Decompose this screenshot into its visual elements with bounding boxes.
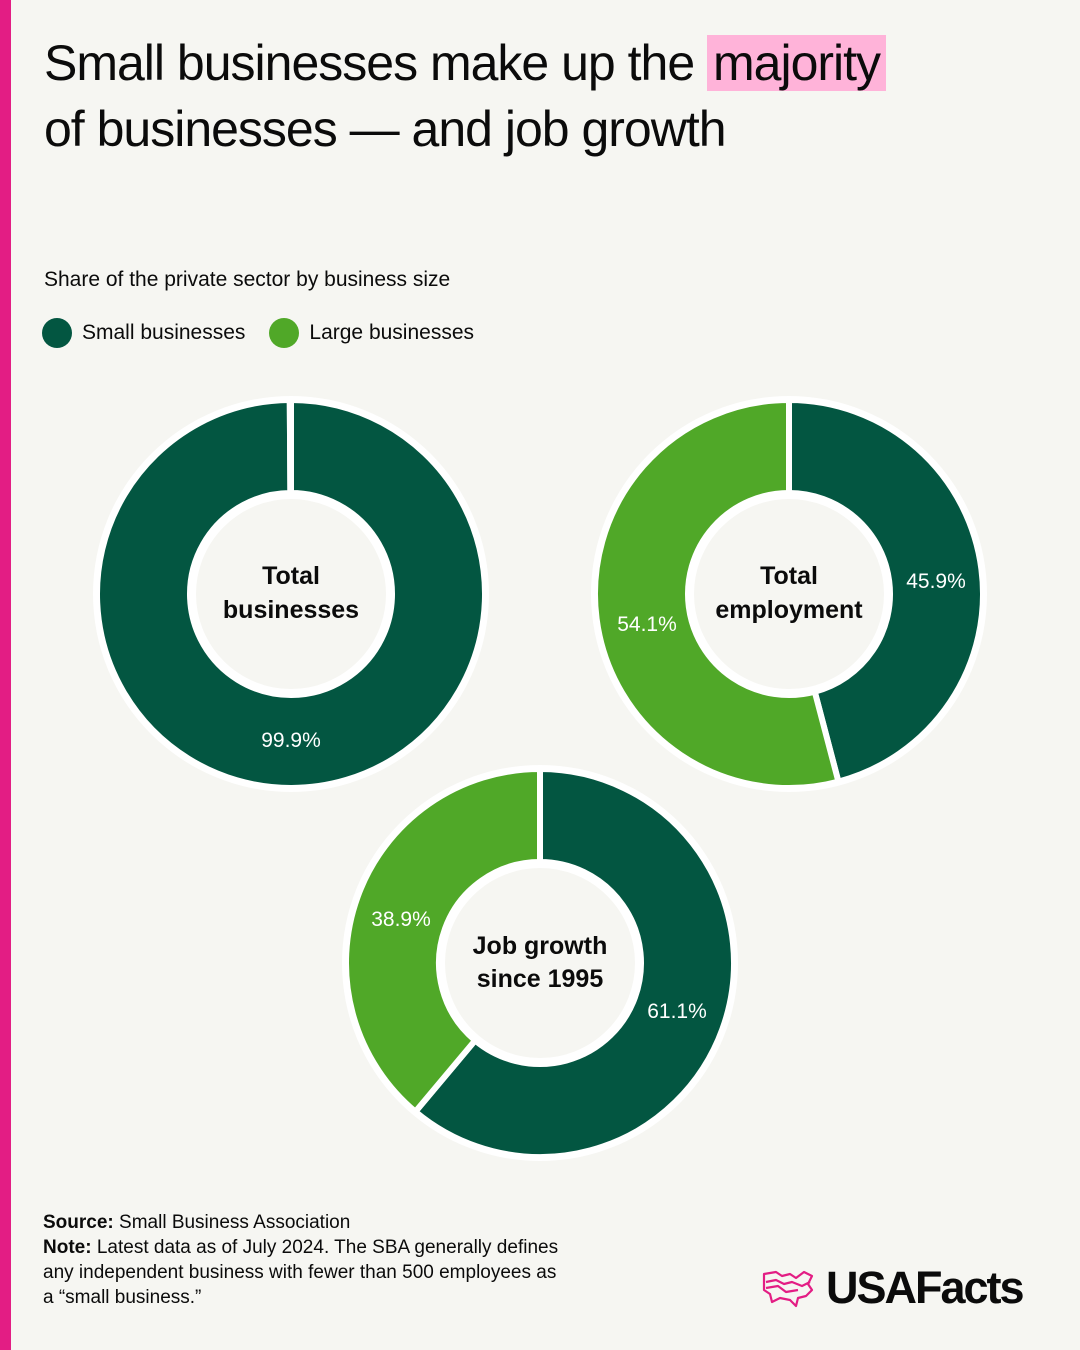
donut-0-small-pct: 99.9% <box>261 729 321 752</box>
slice-large <box>286 396 294 497</box>
donut-2-small-pct: 61.1% <box>647 1000 707 1023</box>
chart-subtitle: Share of the private sector by business … <box>44 268 451 291</box>
donut-1-label-line2: employment <box>715 596 863 624</box>
logo-text: USAFacts <box>826 1262 1025 1313</box>
donut-2-label-line2: since 1995 <box>477 965 604 993</box>
donut-1-small-pct: 45.9% <box>906 570 966 593</box>
donut-0-label-line1: Total <box>262 562 320 590</box>
donut-total-businesses <box>93 396 489 792</box>
title-part2: of businesses — and job growth <box>44 101 727 157</box>
accent-bar <box>0 0 11 1350</box>
legend-item-large: Large businesses <box>269 318 474 348</box>
donut-1-label-line1: Total <box>760 562 818 590</box>
usafacts-logo: USAFacts <box>762 1262 1025 1314</box>
large-dot-icon <box>269 318 300 348</box>
note-line: Note: Latest data as of July 2024. The S… <box>43 1235 563 1310</box>
donut-job-growth <box>342 765 738 1161</box>
title-highlight: majority <box>707 35 887 91</box>
source-label: Source: <box>43 1212 114 1233</box>
title-part1: Small businesses make up the <box>44 35 708 91</box>
donut-0-label-line2: businesses <box>223 596 359 624</box>
usa-map-icon <box>762 1270 814 1308</box>
legend-label-small: Small businesses <box>82 321 246 344</box>
donut-1-large-pct: 54.1% <box>617 613 677 636</box>
source-text: Small Business Association <box>113 1212 351 1233</box>
donut-2-label-line1: Job growth <box>473 932 608 960</box>
source-line: Source: Small Business Association <box>43 1210 563 1235</box>
legend-item-small: Small businesses <box>42 318 245 348</box>
note-label: Note: <box>43 1237 92 1258</box>
donut-2-large-pct: 38.9% <box>371 908 431 931</box>
page-title: Small businesses make up the majority of… <box>44 30 1064 162</box>
legend-label-large: Large businesses <box>309 321 475 344</box>
legend: Small businesses Large businesses <box>42 318 474 348</box>
note-text: Latest data as of July 2024. The SBA gen… <box>43 1237 559 1308</box>
footer-notes: Source: Small Business Association Note:… <box>43 1210 563 1310</box>
small-dot-icon <box>42 318 72 348</box>
donut-total-employment <box>591 396 987 792</box>
